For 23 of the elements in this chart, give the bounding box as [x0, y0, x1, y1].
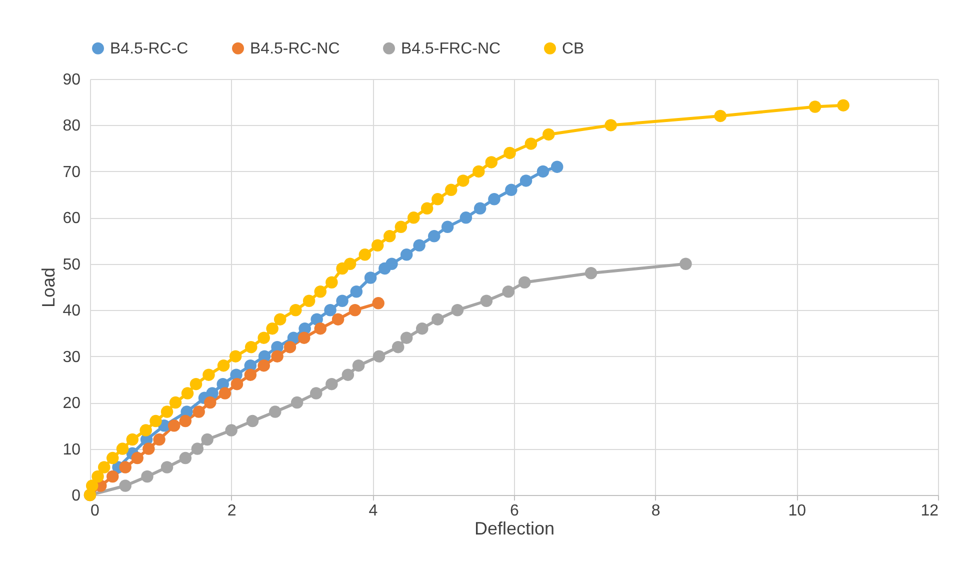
x-tick-label: 0 [90, 502, 100, 520]
x-tick-label: 2 [227, 502, 236, 520]
y-axis-title: Load [38, 267, 59, 308]
x-axis-title: Deflection [474, 518, 555, 538]
x-tick-label: 10 [788, 502, 806, 520]
y-tick-label: 10 [62, 441, 81, 458]
y-tick-label: 50 [62, 256, 81, 274]
y-tick-label: 30 [62, 348, 81, 366]
y-tick-label: 60 [62, 210, 81, 228]
legend-label: CB [562, 40, 584, 58]
legend-label: B4.5-RC-NC [250, 40, 340, 58]
y-tick-label: 20 [62, 395, 81, 412]
y-tick-label: 80 [62, 118, 81, 135]
y-tick-label: 70 [62, 164, 81, 181]
y-tick-label: 0 [72, 488, 81, 504]
legend-label: B4.5-RC-C [110, 40, 188, 58]
y-tick-label: 40 [62, 302, 81, 320]
y-tick-label: 90 [62, 72, 81, 88]
x-tick-label: 8 [651, 502, 660, 520]
x-tick-label: 4 [368, 502, 378, 520]
legend-label: B4.5-FRC-NC [401, 40, 501, 58]
x-tick-label: 6 [510, 502, 520, 520]
x-tick-label: 12 [920, 502, 939, 520]
